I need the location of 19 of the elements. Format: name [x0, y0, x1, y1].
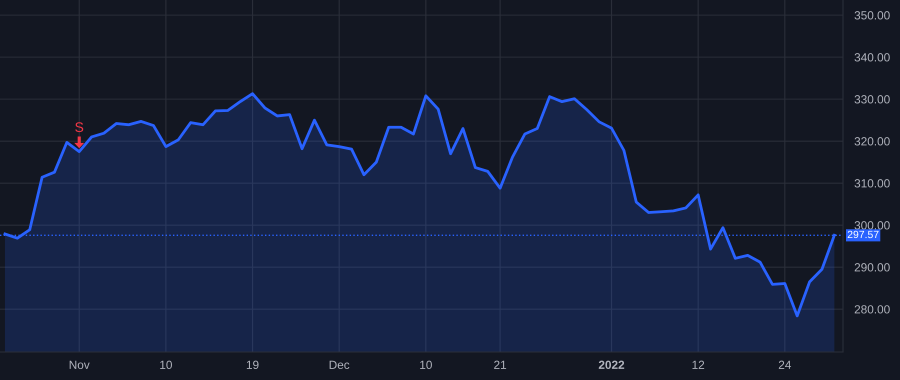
x-tick-label: 2022 [598, 360, 624, 370]
y-tick-label: 280.00 [854, 305, 890, 314]
x-tick-label: Dec [330, 360, 350, 370]
x-tick-label: Nov [70, 360, 90, 370]
x-tick-label: 19 [246, 360, 259, 370]
y-tick-label: 340.00 [854, 53, 890, 62]
y-tick-label: 300.00 [854, 221, 890, 230]
x-tick-label: 21 [494, 360, 506, 369]
y-tick-label: 350.00 [854, 11, 890, 20]
y-tick-label: 320.00 [854, 137, 890, 146]
ref-line-label: 297.57 [848, 230, 879, 238]
annotation: S [75, 122, 84, 132]
x-tick-label: 10 [420, 360, 432, 370]
x-tick-label: 10 [160, 360, 172, 370]
y-tick-label: 310.00 [854, 179, 890, 188]
y-tick-label: 330.00 [854, 95, 890, 104]
y-tick-label: 290.00 [854, 263, 890, 272]
x-tick-label: 24 [778, 360, 792, 369]
x-tick-label: 12 [692, 360, 704, 369]
